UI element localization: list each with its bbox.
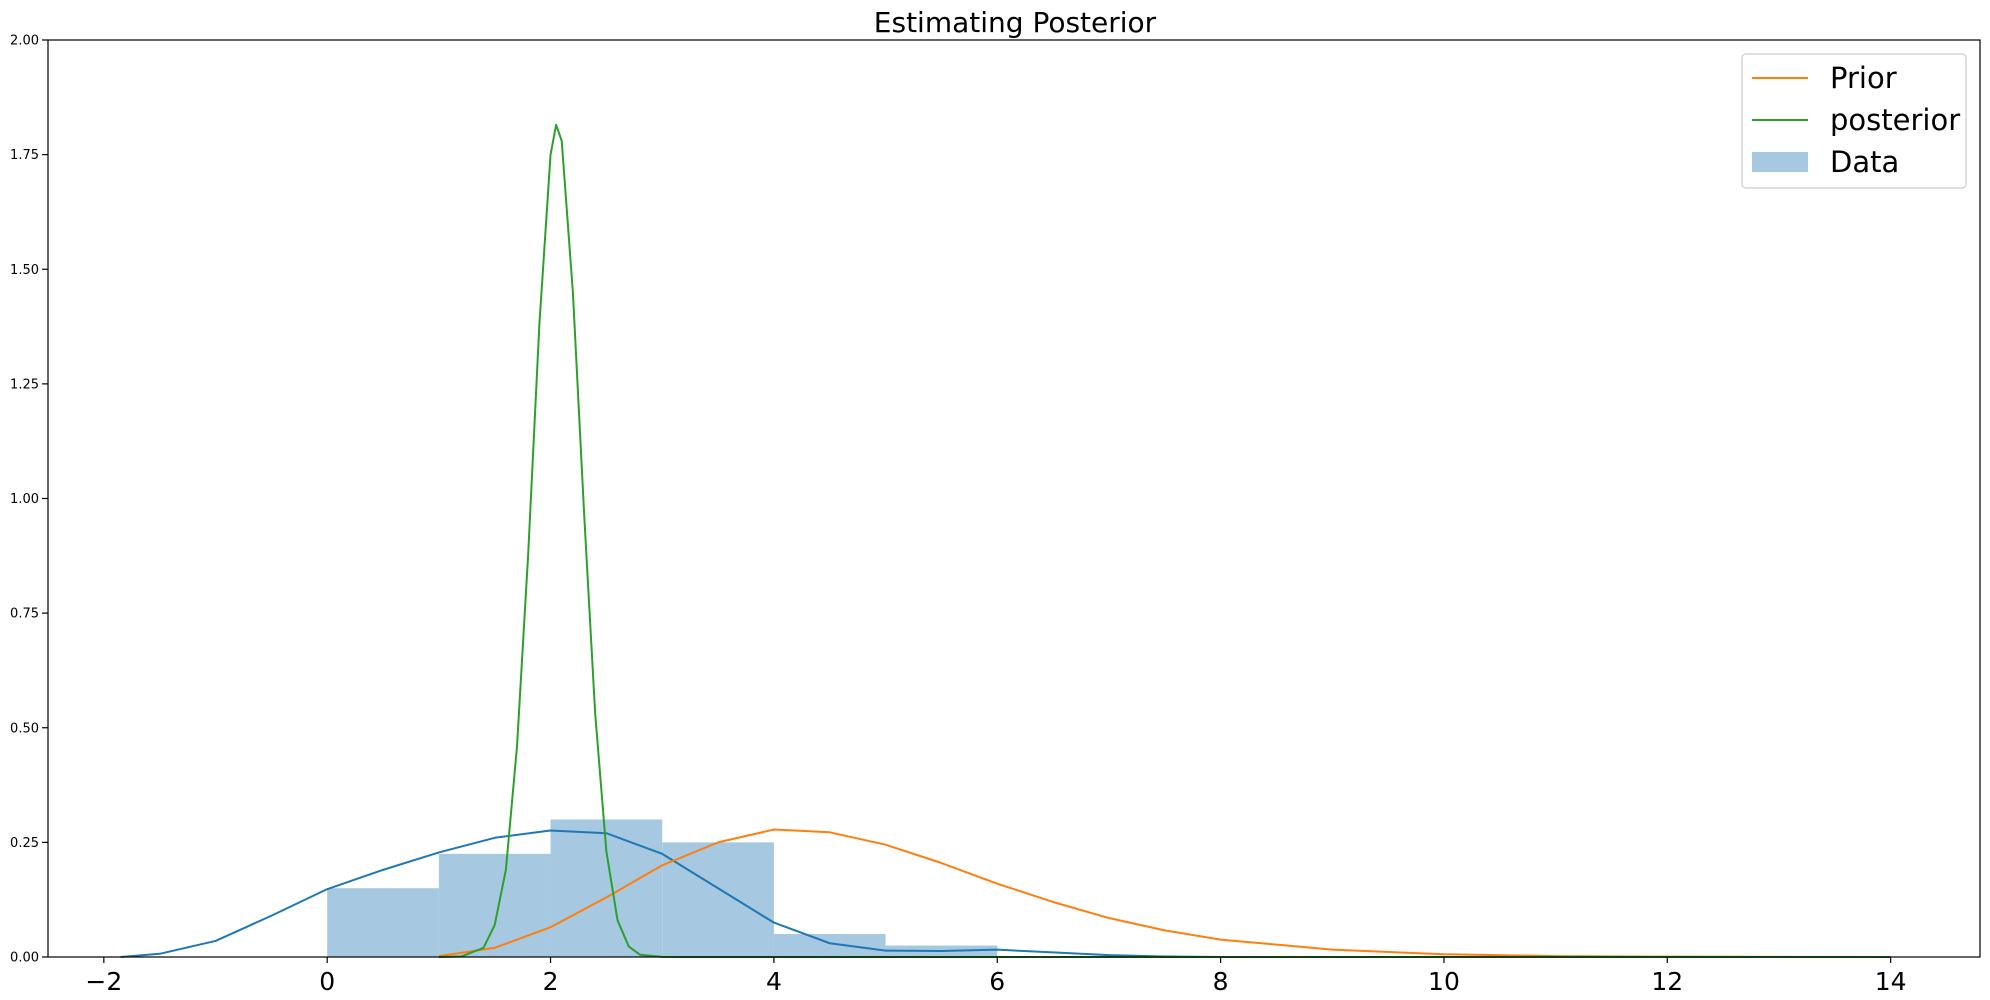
y-tick-label-5: 1.25 bbox=[10, 377, 39, 392]
y-tick-label-2: 0.50 bbox=[10, 721, 39, 736]
histogram-bar-1 bbox=[438, 853, 551, 957]
x-tick-label-0: −2 bbox=[85, 967, 122, 996]
histogram-bar-4 bbox=[773, 934, 886, 957]
prior-line bbox=[438, 828, 1891, 958]
x-tick-label-1: 0 bbox=[319, 967, 335, 996]
y-tick-label-3: 0.75 bbox=[10, 607, 39, 622]
x-tick-label-7: 12 bbox=[1651, 967, 1683, 996]
legend: Prior posterior Data bbox=[1741, 53, 1967, 189]
histogram-bar-0 bbox=[327, 888, 439, 957]
legend-swatch-data bbox=[1752, 152, 1808, 172]
y-tick-label-6: 1.50 bbox=[10, 263, 39, 278]
legend-label-posterior: posterior bbox=[1830, 103, 1960, 137]
y-tick-label-7: 1.75 bbox=[10, 148, 39, 163]
x-axis: −2 0 2 4 6 8 10 12 14 bbox=[85, 957, 1907, 996]
x-tick-label-5: 8 bbox=[1213, 967, 1229, 996]
x-tick-label-4: 6 bbox=[989, 967, 1005, 996]
chart-title: Estimating Posterior bbox=[874, 6, 1157, 39]
histogram-bar-3 bbox=[662, 842, 774, 957]
histogram-layer bbox=[327, 819, 998, 957]
y-tick-label-0: 0.00 bbox=[10, 951, 39, 966]
legend-label-prior: Prior bbox=[1830, 61, 1897, 95]
y-axis: 0.00 0.25 0.50 0.75 1.00 1.25 1.50 1.75 2.00 bbox=[10, 34, 48, 966]
x-tick-label-2: 2 bbox=[543, 967, 559, 996]
y-tick-label-8: 2.00 bbox=[10, 34, 39, 49]
series-0-line bbox=[120, 829, 1221, 958]
line-layer bbox=[120, 123, 1891, 958]
x-tick-label-8: 14 bbox=[1875, 967, 1907, 996]
plot-frame bbox=[47, 39, 1981, 958]
legend-label-data: Data bbox=[1830, 145, 1899, 179]
y-tick-label-4: 1.00 bbox=[10, 492, 39, 507]
x-tick-label-3: 4 bbox=[766, 967, 782, 996]
x-tick-label-6: 10 bbox=[1428, 967, 1460, 996]
y-tick-label-1: 0.25 bbox=[10, 836, 39, 851]
